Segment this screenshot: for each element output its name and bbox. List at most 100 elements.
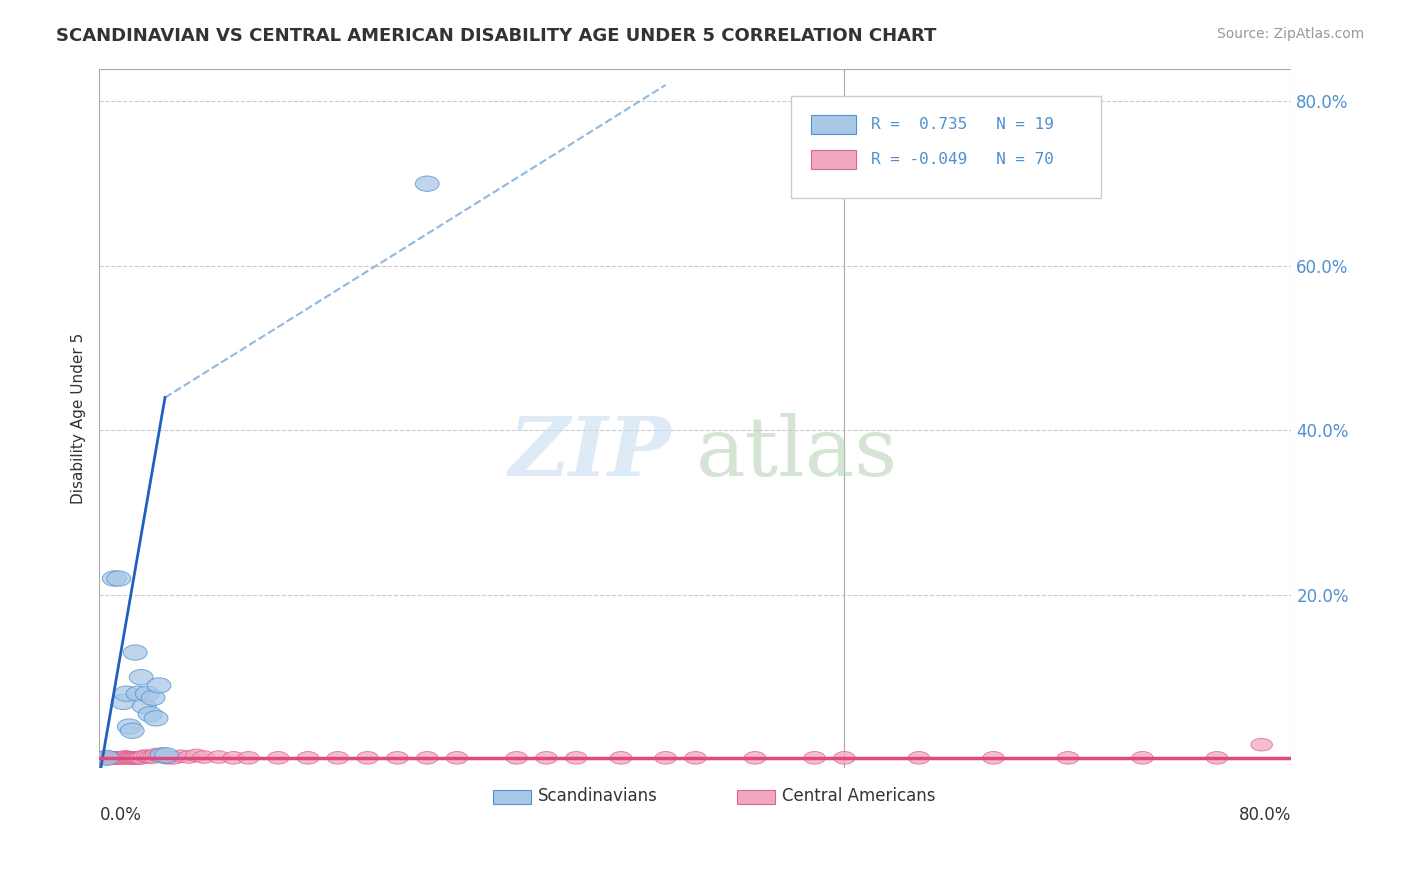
- Ellipse shape: [145, 748, 167, 761]
- Text: SCANDINAVIAN VS CENTRAL AMERICAN DISABILITY AGE UNDER 5 CORRELATION CHART: SCANDINAVIAN VS CENTRAL AMERICAN DISABIL…: [56, 27, 936, 45]
- Text: Central Americans: Central Americans: [783, 788, 936, 805]
- Ellipse shape: [104, 752, 125, 764]
- Ellipse shape: [128, 752, 149, 764]
- Ellipse shape: [142, 751, 165, 764]
- Ellipse shape: [506, 752, 527, 764]
- Ellipse shape: [101, 752, 122, 764]
- Ellipse shape: [117, 719, 141, 734]
- FancyBboxPatch shape: [737, 790, 775, 804]
- Ellipse shape: [96, 750, 118, 765]
- Ellipse shape: [121, 752, 143, 764]
- Ellipse shape: [536, 752, 557, 764]
- Ellipse shape: [152, 750, 173, 763]
- Ellipse shape: [117, 752, 138, 764]
- Ellipse shape: [107, 571, 131, 586]
- Text: 0.0%: 0.0%: [100, 806, 142, 824]
- Ellipse shape: [139, 751, 160, 764]
- Ellipse shape: [155, 751, 176, 764]
- Text: Scandinavians: Scandinavians: [538, 788, 658, 805]
- Text: R = -0.049   N = 70: R = -0.049 N = 70: [870, 152, 1053, 167]
- Text: R =  0.735   N = 19: R = 0.735 N = 19: [870, 117, 1053, 132]
- Ellipse shape: [136, 750, 157, 763]
- Ellipse shape: [328, 752, 349, 764]
- Ellipse shape: [91, 752, 112, 764]
- Ellipse shape: [804, 752, 825, 764]
- Ellipse shape: [94, 752, 117, 764]
- Ellipse shape: [105, 752, 127, 764]
- Y-axis label: Disability Age Under 5: Disability Age Under 5: [72, 333, 86, 504]
- FancyBboxPatch shape: [790, 96, 1101, 198]
- Ellipse shape: [222, 752, 245, 764]
- Ellipse shape: [120, 752, 142, 764]
- Ellipse shape: [446, 752, 468, 764]
- Text: Source: ZipAtlas.com: Source: ZipAtlas.com: [1216, 27, 1364, 41]
- Ellipse shape: [145, 711, 167, 726]
- Ellipse shape: [610, 752, 631, 764]
- Ellipse shape: [565, 752, 586, 764]
- Ellipse shape: [103, 571, 127, 586]
- Ellipse shape: [416, 752, 439, 764]
- Ellipse shape: [111, 694, 135, 710]
- Ellipse shape: [1057, 752, 1078, 764]
- Ellipse shape: [96, 752, 118, 764]
- Text: ZIP: ZIP: [509, 413, 672, 493]
- Ellipse shape: [100, 752, 121, 764]
- Ellipse shape: [131, 752, 152, 764]
- Ellipse shape: [115, 751, 136, 764]
- Ellipse shape: [134, 750, 155, 763]
- Ellipse shape: [107, 752, 128, 764]
- FancyBboxPatch shape: [492, 790, 531, 804]
- Ellipse shape: [135, 686, 159, 701]
- Ellipse shape: [655, 752, 676, 764]
- Ellipse shape: [112, 752, 134, 764]
- Ellipse shape: [111, 752, 132, 764]
- Ellipse shape: [108, 752, 129, 764]
- Ellipse shape: [132, 698, 156, 714]
- Text: 80.0%: 80.0%: [1239, 806, 1292, 824]
- Ellipse shape: [744, 752, 766, 764]
- Ellipse shape: [114, 686, 138, 701]
- Ellipse shape: [155, 747, 179, 763]
- Ellipse shape: [908, 752, 929, 764]
- Ellipse shape: [148, 678, 172, 693]
- Ellipse shape: [834, 752, 855, 764]
- Ellipse shape: [297, 752, 319, 764]
- Ellipse shape: [110, 752, 131, 764]
- Ellipse shape: [1132, 752, 1153, 764]
- Ellipse shape: [122, 752, 145, 764]
- FancyBboxPatch shape: [811, 151, 856, 169]
- Ellipse shape: [357, 752, 378, 764]
- Ellipse shape: [124, 645, 148, 660]
- Ellipse shape: [121, 723, 145, 739]
- Ellipse shape: [114, 751, 135, 764]
- Ellipse shape: [129, 670, 153, 685]
- Ellipse shape: [138, 706, 162, 722]
- Ellipse shape: [179, 751, 200, 764]
- Ellipse shape: [141, 690, 165, 706]
- Ellipse shape: [387, 752, 408, 764]
- Text: atlas: atlas: [696, 413, 897, 493]
- Ellipse shape: [129, 752, 150, 764]
- Ellipse shape: [150, 747, 174, 763]
- Ellipse shape: [125, 752, 146, 764]
- Ellipse shape: [267, 752, 290, 764]
- Ellipse shape: [186, 749, 207, 762]
- Ellipse shape: [97, 752, 120, 764]
- Ellipse shape: [157, 752, 179, 764]
- Ellipse shape: [238, 752, 259, 764]
- Ellipse shape: [208, 751, 229, 764]
- Ellipse shape: [685, 752, 706, 764]
- Ellipse shape: [118, 752, 141, 764]
- Ellipse shape: [127, 752, 148, 764]
- Ellipse shape: [1206, 752, 1227, 764]
- Ellipse shape: [170, 750, 193, 763]
- Ellipse shape: [193, 751, 215, 764]
- FancyBboxPatch shape: [811, 115, 856, 134]
- Ellipse shape: [983, 752, 1004, 764]
- Ellipse shape: [103, 752, 124, 764]
- Ellipse shape: [163, 752, 184, 764]
- Ellipse shape: [148, 749, 170, 762]
- Ellipse shape: [415, 176, 439, 192]
- Ellipse shape: [1251, 739, 1272, 751]
- Ellipse shape: [127, 686, 150, 701]
